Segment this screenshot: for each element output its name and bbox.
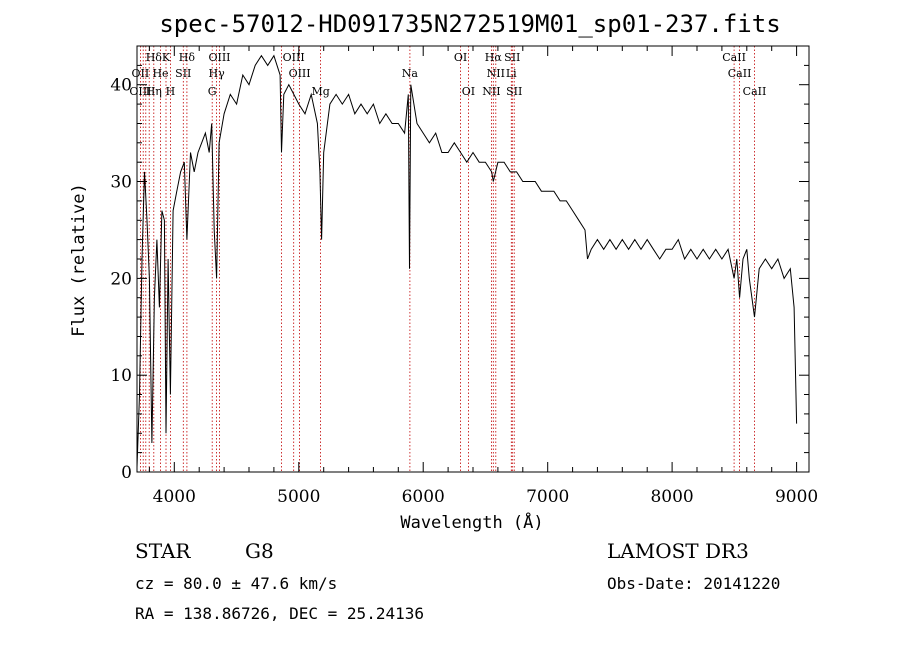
line-label: OIII <box>283 51 305 64</box>
x-axis-label: Wavelength (Å) <box>400 511 543 533</box>
line-label: OI <box>454 51 467 64</box>
y-tick-label: 0 <box>121 463 132 483</box>
line-label: Hη <box>146 85 162 98</box>
plot-frame <box>136 45 810 473</box>
survey-name: LAMOST DR3 <box>607 539 749 563</box>
y-axis-ticks: 0 10 20 30 40 <box>110 45 809 483</box>
line-label: OIII <box>129 85 151 98</box>
ra-dec: RA = 138.86726, DEC = 25.24136 <box>135 604 424 623</box>
line-label: SII <box>175 67 191 80</box>
line-label: H <box>166 85 176 98</box>
line-label: OI <box>462 85 475 98</box>
line-label: Mg <box>311 85 329 98</box>
x-tick-label: 7000 <box>526 487 569 507</box>
line-label: Hα <box>485 51 503 64</box>
line-label: He <box>152 67 168 80</box>
line-label: Hγ <box>209 67 226 80</box>
x-axis-ticks: 4000 5000 6000 7000 8000 9000 <box>148 46 818 507</box>
x-tick-label: 6000 <box>402 487 445 507</box>
line-label: CaII <box>743 85 767 98</box>
line-label: SII <box>504 51 520 64</box>
spectrum-line <box>136 54 798 468</box>
emission-line-markers <box>139 46 755 472</box>
y-axis-label: Flux (relative) <box>69 183 89 337</box>
line-label: G <box>208 85 217 98</box>
x-tick-label: 9000 <box>775 487 818 507</box>
spectral-subclass: G8 <box>245 539 274 563</box>
y-tick-label: 10 <box>110 366 132 386</box>
line-label: K <box>162 51 171 64</box>
y-tick-label: 40 <box>110 76 132 96</box>
chart-title: spec-57012-HD091735N272519M01_sp01-237.f… <box>159 10 780 38</box>
line-label: NII <box>487 67 505 80</box>
line-label: NII <box>482 85 500 98</box>
line-label: Hδ <box>179 51 196 64</box>
line-label: OIII <box>289 67 311 80</box>
object-class: STAR <box>135 539 191 563</box>
redshift-velocity: cz = 80.0 ± 47.6 km/s <box>135 574 337 593</box>
x-tick-label: 8000 <box>650 487 693 507</box>
observation-date: Obs-Date: 20141220 <box>607 574 780 593</box>
line-label: SII <box>506 85 522 98</box>
y-tick-label: 30 <box>110 173 132 193</box>
line-label: OIII <box>208 51 230 64</box>
line-label: Hδ <box>146 51 163 64</box>
x-tick-label: 4000 <box>153 487 196 507</box>
line-label: Li <box>506 67 517 80</box>
line-label: CaII <box>728 67 752 80</box>
line-label: OII <box>132 67 150 80</box>
line-label: Na <box>402 67 419 80</box>
line-label: CaII <box>722 51 746 64</box>
x-tick-label: 5000 <box>277 487 320 507</box>
y-tick-label: 20 <box>110 269 132 289</box>
